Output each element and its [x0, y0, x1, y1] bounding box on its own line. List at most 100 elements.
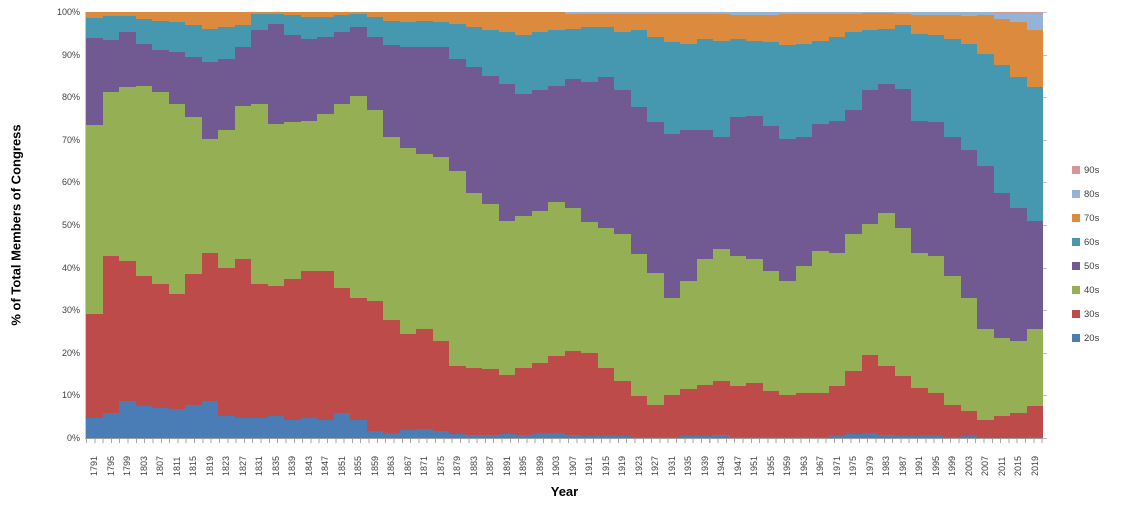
segment-30s	[828, 386, 845, 437]
y-tick-label: 10%	[61, 390, 80, 401]
segment-50s	[449, 58, 466, 171]
x-tick-label: 1923	[633, 455, 644, 476]
chart-column-1919	[614, 12, 631, 438]
segment-80s	[647, 12, 664, 15]
segment-80s	[812, 12, 829, 15]
segment-30s	[482, 369, 499, 436]
segment-40s	[911, 252, 928, 388]
segment-60s	[284, 15, 301, 36]
segment-60s	[894, 25, 911, 89]
segment-50s	[498, 84, 515, 221]
legend-label: 40s	[1084, 284, 1100, 296]
segment-30s	[894, 376, 911, 437]
segment-50s	[482, 75, 499, 205]
chart-column-1943	[713, 12, 730, 438]
segment-80s	[746, 12, 763, 16]
segment-70s	[911, 14, 928, 34]
chart-column-2019	[1026, 12, 1043, 438]
segment-60s	[680, 43, 697, 131]
segment-30s	[300, 271, 317, 418]
right-tick-mark	[1043, 225, 1047, 226]
segment-40s	[383, 137, 400, 320]
segment-80s	[894, 12, 911, 14]
x-tick-label: 1891	[501, 455, 512, 476]
segment-70s	[201, 12, 218, 29]
segment-70s	[515, 12, 532, 36]
segment-60s	[86, 18, 103, 38]
segment-80s	[960, 12, 977, 17]
segment-50s	[366, 37, 383, 111]
segment-70s	[102, 12, 119, 17]
segment-70s	[185, 12, 202, 26]
segment-20s	[911, 436, 928, 438]
segment-30s	[960, 411, 977, 436]
chart-column-1911	[581, 12, 598, 438]
x-tick-label: 1859	[369, 455, 380, 476]
segment-20s	[399, 430, 416, 438]
chart-column-1855	[350, 12, 367, 438]
segment-70s	[878, 13, 895, 29]
segment-30s	[317, 271, 334, 420]
x-tick-label: 1987	[897, 455, 908, 476]
segment-60s	[449, 23, 466, 59]
legend-swatch-icon	[1072, 238, 1080, 246]
segment-20s	[152, 407, 169, 438]
segment-30s	[267, 285, 284, 417]
segment-20s	[713, 435, 730, 438]
chart-column-1947	[729, 12, 746, 438]
segment-70s	[465, 12, 482, 27]
chart-column-2007	[977, 12, 994, 438]
segment-20s	[663, 437, 680, 438]
right-tick-mark	[1043, 310, 1047, 312]
x-tick-label: 1867	[402, 455, 413, 476]
segment-20s	[350, 419, 367, 438]
chart-column-2015	[1010, 12, 1027, 438]
y-tick-label: 60%	[61, 177, 80, 188]
segment-30s	[185, 274, 202, 405]
segment-50s	[119, 32, 136, 87]
segment-30s	[1010, 413, 1027, 438]
x-tick-label: 1875	[435, 455, 446, 476]
segment-30s	[119, 260, 136, 402]
segment-70s	[630, 14, 647, 31]
segment-20s	[432, 431, 449, 438]
legend-label: 70s	[1084, 212, 1100, 224]
x-tick-label: 1795	[105, 455, 116, 476]
segment-50s	[795, 137, 812, 266]
y-tick-label: 30%	[61, 305, 80, 316]
segment-40s	[548, 202, 565, 357]
segment-60s	[828, 37, 845, 121]
x-tick-label: 1983	[881, 455, 892, 476]
segment-20s	[267, 416, 284, 438]
segment-40s	[432, 157, 449, 342]
chart-column-1811	[168, 12, 185, 438]
segment-50s	[218, 58, 235, 131]
x-axis-tick-marks	[86, 439, 1043, 443]
segment-50s	[680, 130, 697, 281]
chart-column-1827	[234, 12, 251, 438]
segment-40s	[135, 85, 152, 277]
segment-50s	[845, 110, 862, 235]
segment-60s	[300, 17, 317, 39]
legend-swatch-icon	[1072, 166, 1080, 174]
segment-30s	[152, 284, 169, 408]
x-tick-label: 1955	[765, 455, 776, 476]
segment-20s	[696, 436, 713, 438]
legend-label: 90s	[1084, 164, 1100, 176]
segment-50s	[911, 120, 928, 253]
segment-60s	[416, 20, 433, 47]
segment-80s	[762, 12, 779, 15]
chart-column-1823	[218, 12, 235, 438]
segment-30s	[696, 384, 713, 437]
x-tick-label: 1995	[930, 455, 941, 476]
y-tick-label: 50%	[61, 220, 80, 230]
segment-40s	[251, 104, 268, 285]
segment-50s	[746, 115, 763, 260]
segment-50s	[383, 45, 400, 138]
segment-40s	[696, 259, 713, 385]
x-tick-label: 1851	[336, 455, 347, 476]
x-tick-label: 1831	[254, 455, 265, 476]
chart-column-1951	[746, 12, 763, 438]
right-tick-mark	[1043, 182, 1047, 184]
segment-50s	[762, 125, 779, 272]
